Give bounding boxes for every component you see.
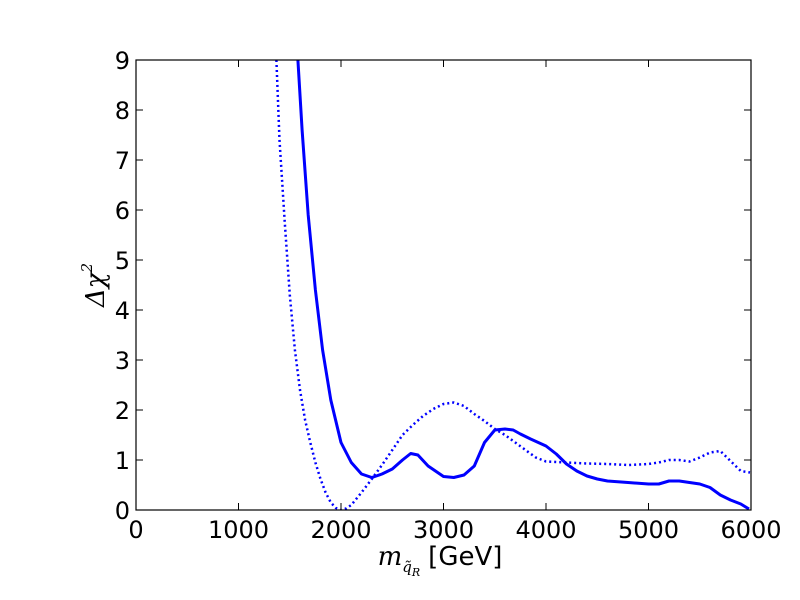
x-tick-label-5: 5000: [618, 516, 679, 544]
plot-frame: [135, 59, 752, 511]
x-axis: 0 1000 2000 3000 4000 5000 6000: [128, 60, 782, 544]
x-axis-label: mq̃R [GeV]: [378, 542, 503, 579]
y-tick-label-4: 4: [115, 297, 130, 325]
x-tick-label-0: 0: [128, 516, 143, 544]
y-tick-label-6: 6: [115, 197, 130, 225]
x-tick-label-3: 3000: [413, 516, 474, 544]
y-tick-label-8: 8: [115, 97, 130, 125]
y-tick-label-7: 7: [115, 147, 130, 175]
series-line-dotted: [275, 60, 751, 510]
y-tick-label-2: 2: [115, 397, 130, 425]
y-tick-label-5: 5: [115, 247, 130, 275]
series-line-solid: [296, 60, 750, 510]
y-axis-label: Δχ2: [78, 263, 111, 308]
x-axis-label-subscript: q̃: [402, 558, 412, 576]
x-tick-label-4: 4000: [515, 516, 576, 544]
x-axis-label-subsubscript: R: [411, 566, 420, 579]
y-tick-label-0: 0: [115, 497, 130, 525]
x-axis-label-symbol: m: [378, 542, 403, 572]
y-tick-label-3: 3: [115, 347, 130, 375]
y-axis: 0 1 2 3 4 5 6 7 8 9: [115, 47, 751, 525]
y-tick-label-9: 9: [115, 47, 130, 75]
plot-area: [275, 60, 751, 510]
y-tick-label-1: 1: [115, 447, 130, 475]
x-axis-label-unit: [GeV]: [428, 542, 502, 572]
y-axis-label-superscript: 2: [78, 263, 96, 274]
x-tick-label-2: 2000: [310, 516, 371, 544]
x-tick-label-1: 1000: [208, 516, 269, 544]
x-tick-label-6: 6000: [720, 516, 781, 544]
y-axis-label-symbol: Δχ: [81, 270, 111, 308]
